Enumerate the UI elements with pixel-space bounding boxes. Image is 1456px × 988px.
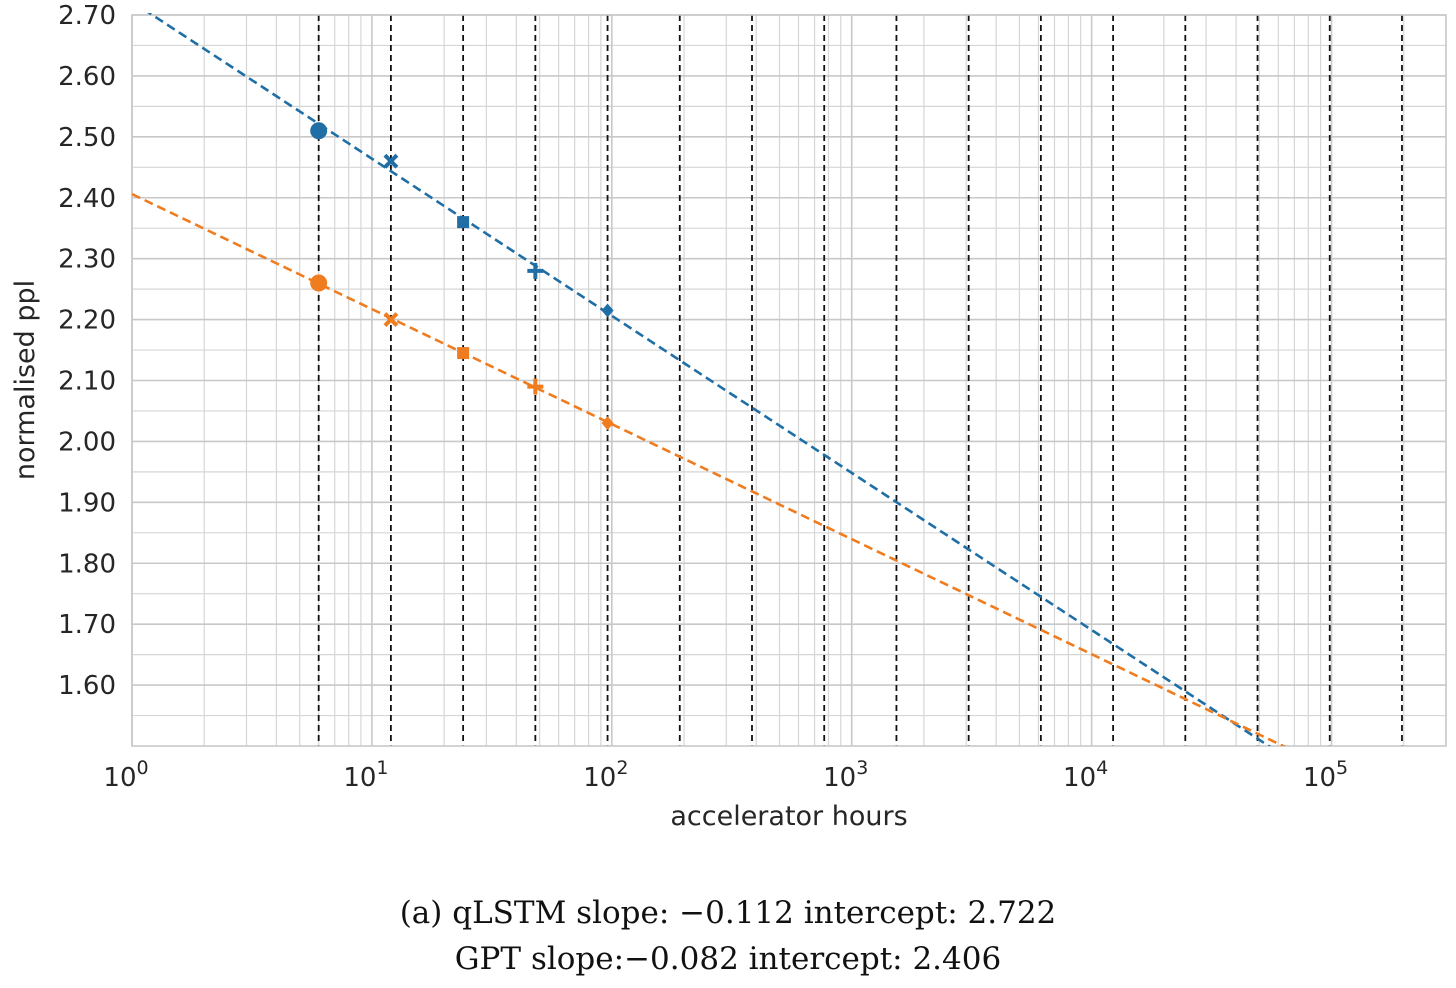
series-0-point-2 [457,216,470,229]
y-tick-label: 2.20 [58,306,116,336]
y-tick-label: 2.60 [58,62,116,92]
x-axis-label: accelerator hours [670,801,907,832]
x-tick-label: 101 [343,757,388,793]
x-tick-label: 102 [583,757,628,793]
y-tick-label: 1.70 [58,610,116,640]
series-0-point-1 [383,153,399,169]
y-tick-label: 2.70 [58,1,116,31]
x-tick-labels: 100 101 102 103 104 105 [103,757,1348,793]
series-0-fit-line [147,13,1272,746]
series-0-point-4 [601,303,614,318]
series-1-point-4 [601,416,614,431]
series-0-point-3 [527,262,544,279]
x-tick-label: 104 [1063,757,1108,793]
x-tick-label: 105 [1303,757,1348,793]
chart: 1.60 1.70 1.80 1.90 2.00 2.10 2.20 2.30 2.40 2.50… [10,1,1447,832]
y-tick-labels: 1.60 1.70 1.80 1.90 2.00 2.10 2.20 2.30 2.40 2.50… [58,1,116,701]
y-tick-label: 2.40 [58,184,116,214]
series-1-point-3 [527,378,544,395]
y-tick-label: 2.50 [58,123,116,153]
caption-line-1: (a) qLSTM slope: −0.112 intercept: 2.722 [399,895,1057,931]
series-0-point-0 [310,122,328,140]
data-markers [310,122,614,431]
plot-border [131,14,1447,747]
series-1-point-2 [457,347,470,360]
series-1-point-0 [310,274,328,292]
y-axis-label: normalised ppl [10,280,41,480]
fit-lines [132,13,1287,746]
y-tick-label: 1.80 [58,549,116,579]
series-1-point-1 [383,312,399,327]
y-tick-label: 1.60 [58,671,116,701]
y-tick-label: 2.00 [58,427,116,457]
series-1-fit-line [132,192,1287,746]
y-tick-label: 2.10 [58,367,116,397]
major-grid [131,14,1446,746]
y-tick-label: 1.90 [58,488,116,518]
plot-frame [131,14,1447,747]
x-tick-label: 103 [823,757,868,793]
caption-line-2: GPT slope:−0.082 intercept: 2.406 [454,941,1002,977]
x-tick-label: 100 [103,757,148,793]
y-tick-label: 2.30 [58,245,116,275]
